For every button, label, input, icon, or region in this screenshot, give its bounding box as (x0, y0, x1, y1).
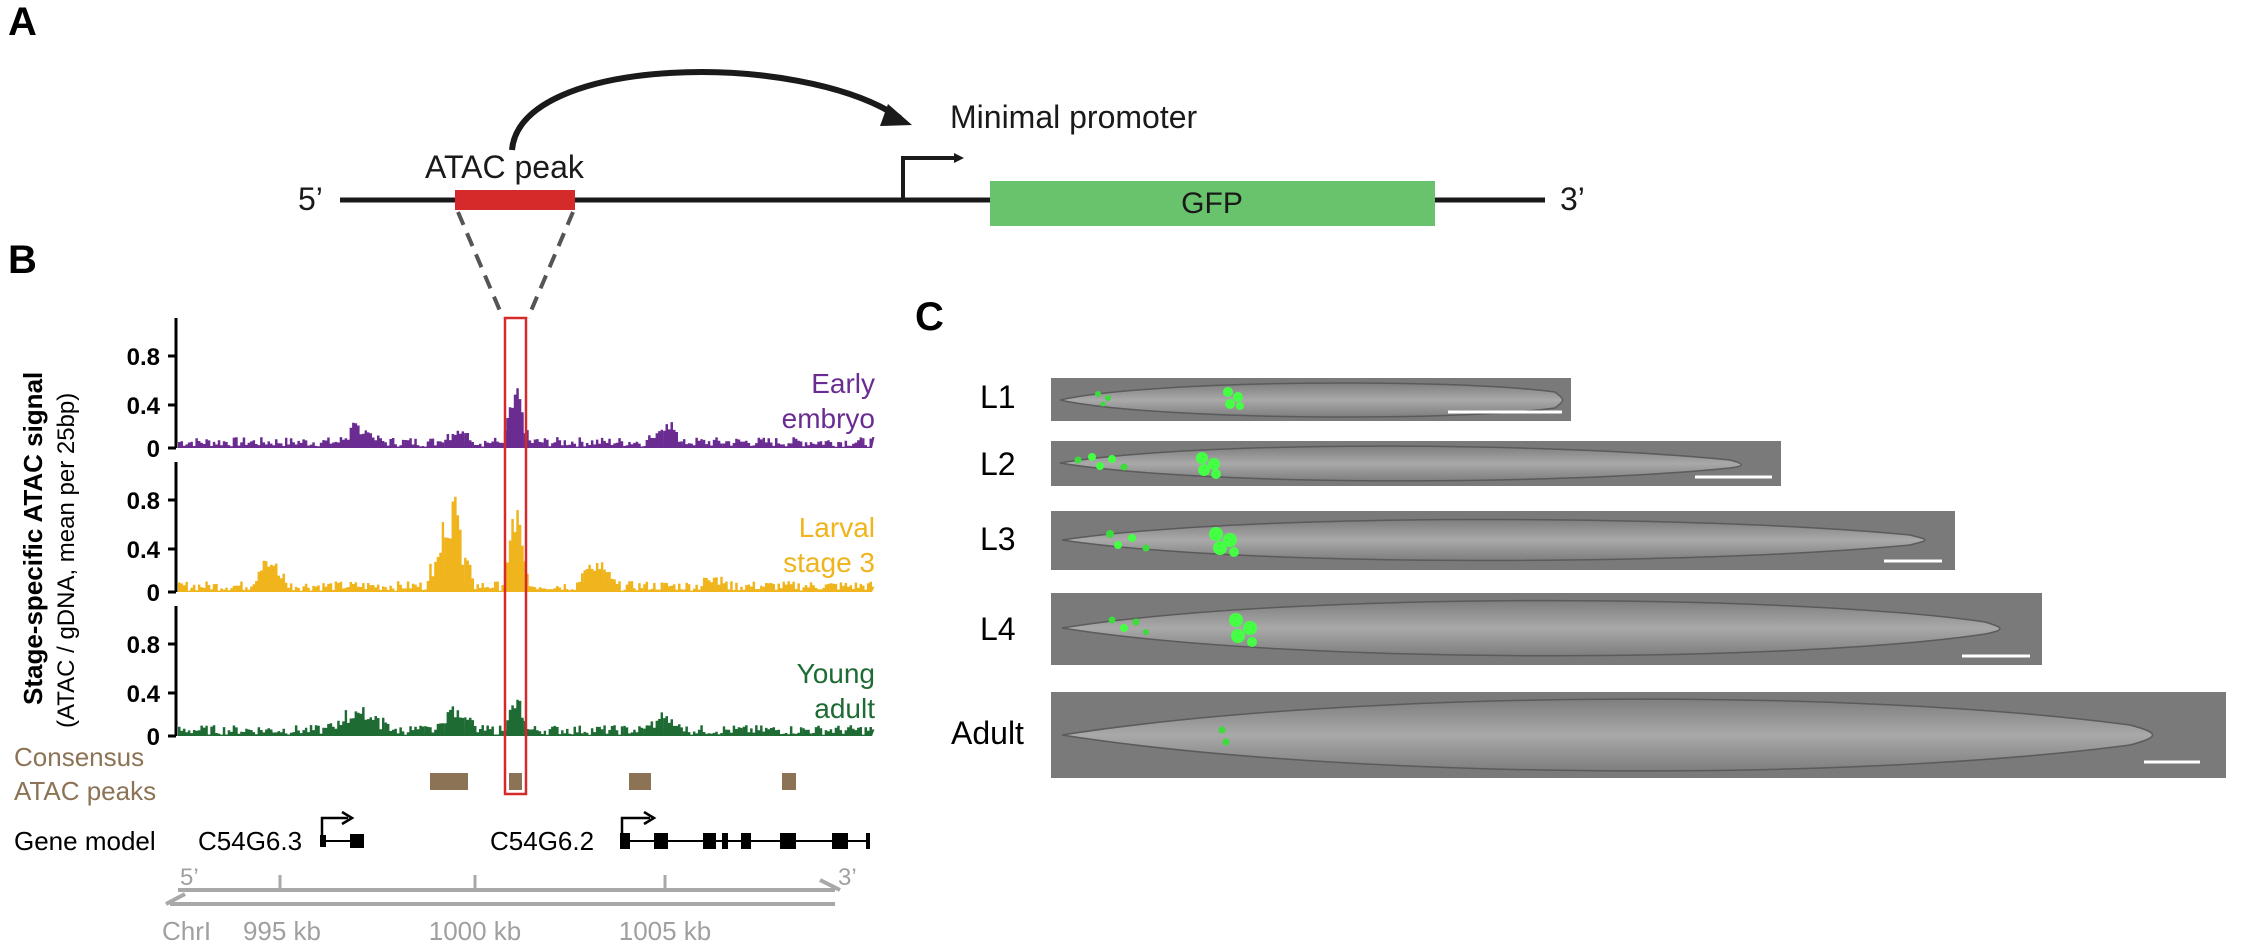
axis-three-prime: 3’ (838, 864, 857, 891)
track-label-line2: adult (814, 693, 875, 724)
worm-image-adult (1051, 692, 2226, 778)
zoom-line-left (456, 211, 505, 319)
worm-image-l3 (1051, 511, 1955, 570)
gene-c54g6-3 (320, 810, 364, 848)
atac-tracks: Stage-specific ATAC signal (ATAC / gDNA,… (14, 316, 875, 946)
highlight-box (503, 316, 528, 796)
coord-1000: 1000 kb (429, 916, 522, 946)
chromosome-axis: 5’ 3’ ChrI 995 kb 1000 kb 1005 kb (162, 864, 857, 946)
worm-micrographs: L1 L2 L3 L4 Adult (951, 378, 2226, 778)
chromosome-label: ChrI (162, 916, 211, 946)
gene-model-label: Gene model (14, 826, 156, 856)
track-label-line1: Larval (799, 512, 875, 543)
track-label-line2: stage 3 (783, 547, 875, 578)
tick-label: 0.8 (127, 488, 160, 515)
tick-label: 0.4 (127, 393, 161, 420)
tick-label: 0.8 (127, 632, 160, 659)
stage-label-adult: Adult (951, 715, 1024, 751)
axis-five-prime: 5’ (180, 864, 199, 891)
stage-label-l2: L2 (980, 446, 1016, 482)
gene-name-c54g6-2: C54G6.2 (490, 826, 594, 856)
panel-label-b: B (8, 238, 37, 282)
y-axis-title: Stage-specific ATAC signal (18, 372, 48, 705)
consensus-peak (509, 773, 522, 790)
consensus-label-line1: Consensus (14, 742, 144, 772)
y-axis-subtitle: (ATAC / gDNA, mean per 25bp) (53, 393, 80, 728)
track-label-line1: Young (797, 658, 875, 689)
signal-early-embryo (178, 388, 875, 448)
atac-peak-box (455, 190, 575, 210)
tick-label: 0.8 (127, 344, 160, 371)
coord-995: 995 kb (243, 916, 321, 946)
five-prime-label: 5’ (298, 181, 323, 217)
consensus-peak (782, 773, 796, 790)
track-label-line2: embryo (782, 403, 875, 434)
minimal-promoter-label: Minimal promoter (950, 99, 1198, 135)
gfp-label: GFP (1181, 187, 1243, 220)
gene-c54g6-2 (620, 810, 870, 849)
consensus-label-line2: ATAC peaks (14, 776, 156, 806)
worm-image-l4 (1051, 593, 2042, 665)
tick-label: 0.4 (127, 681, 161, 708)
promoter-arrow-icon (901, 153, 964, 200)
consensus-peak (430, 773, 468, 790)
tick-label: 0.4 (127, 537, 161, 564)
tick-label: 0 (147, 580, 160, 607)
track-larval-stage-3: 0.8 0.4 0 Larval stage 3 (127, 462, 875, 607)
atac-peak-label: ATAC peak (425, 149, 585, 185)
stage-label-l4: L4 (980, 611, 1016, 647)
stage-label-l1: L1 (980, 379, 1016, 415)
track-label-line1: Early (811, 368, 875, 399)
stage-label-l3: L3 (980, 521, 1016, 557)
track-young-adult: 0.8 0.4 0 Young adult (127, 606, 875, 751)
track-early-embryo: 0.8 0.4 0 Early embryo (127, 318, 875, 463)
worm-image-l1 (1051, 378, 1571, 421)
tick-label: 0 (147, 724, 160, 751)
coord-1005: 1005 kb (619, 916, 712, 946)
enhancer-arc-icon (509, 69, 902, 151)
three-prime-label: 3’ (1560, 181, 1585, 217)
construct-diagram: GFP 5’ 3’ ATAC peak Minimal promoter (298, 69, 1585, 319)
gfp-box (990, 181, 1435, 226)
signal-young-adult (178, 699, 875, 736)
tick-label: 0 (147, 436, 160, 463)
zoom-line-right (526, 211, 575, 319)
consensus-peak (629, 773, 651, 790)
panel-label-c: C (915, 295, 944, 339)
worm-image-l2 (1051, 441, 1781, 486)
panel-label-a: A (8, 0, 37, 44)
enhancer-arrowhead-icon (880, 104, 912, 126)
gene-name-c54g6-3: C54G6.3 (198, 826, 302, 856)
